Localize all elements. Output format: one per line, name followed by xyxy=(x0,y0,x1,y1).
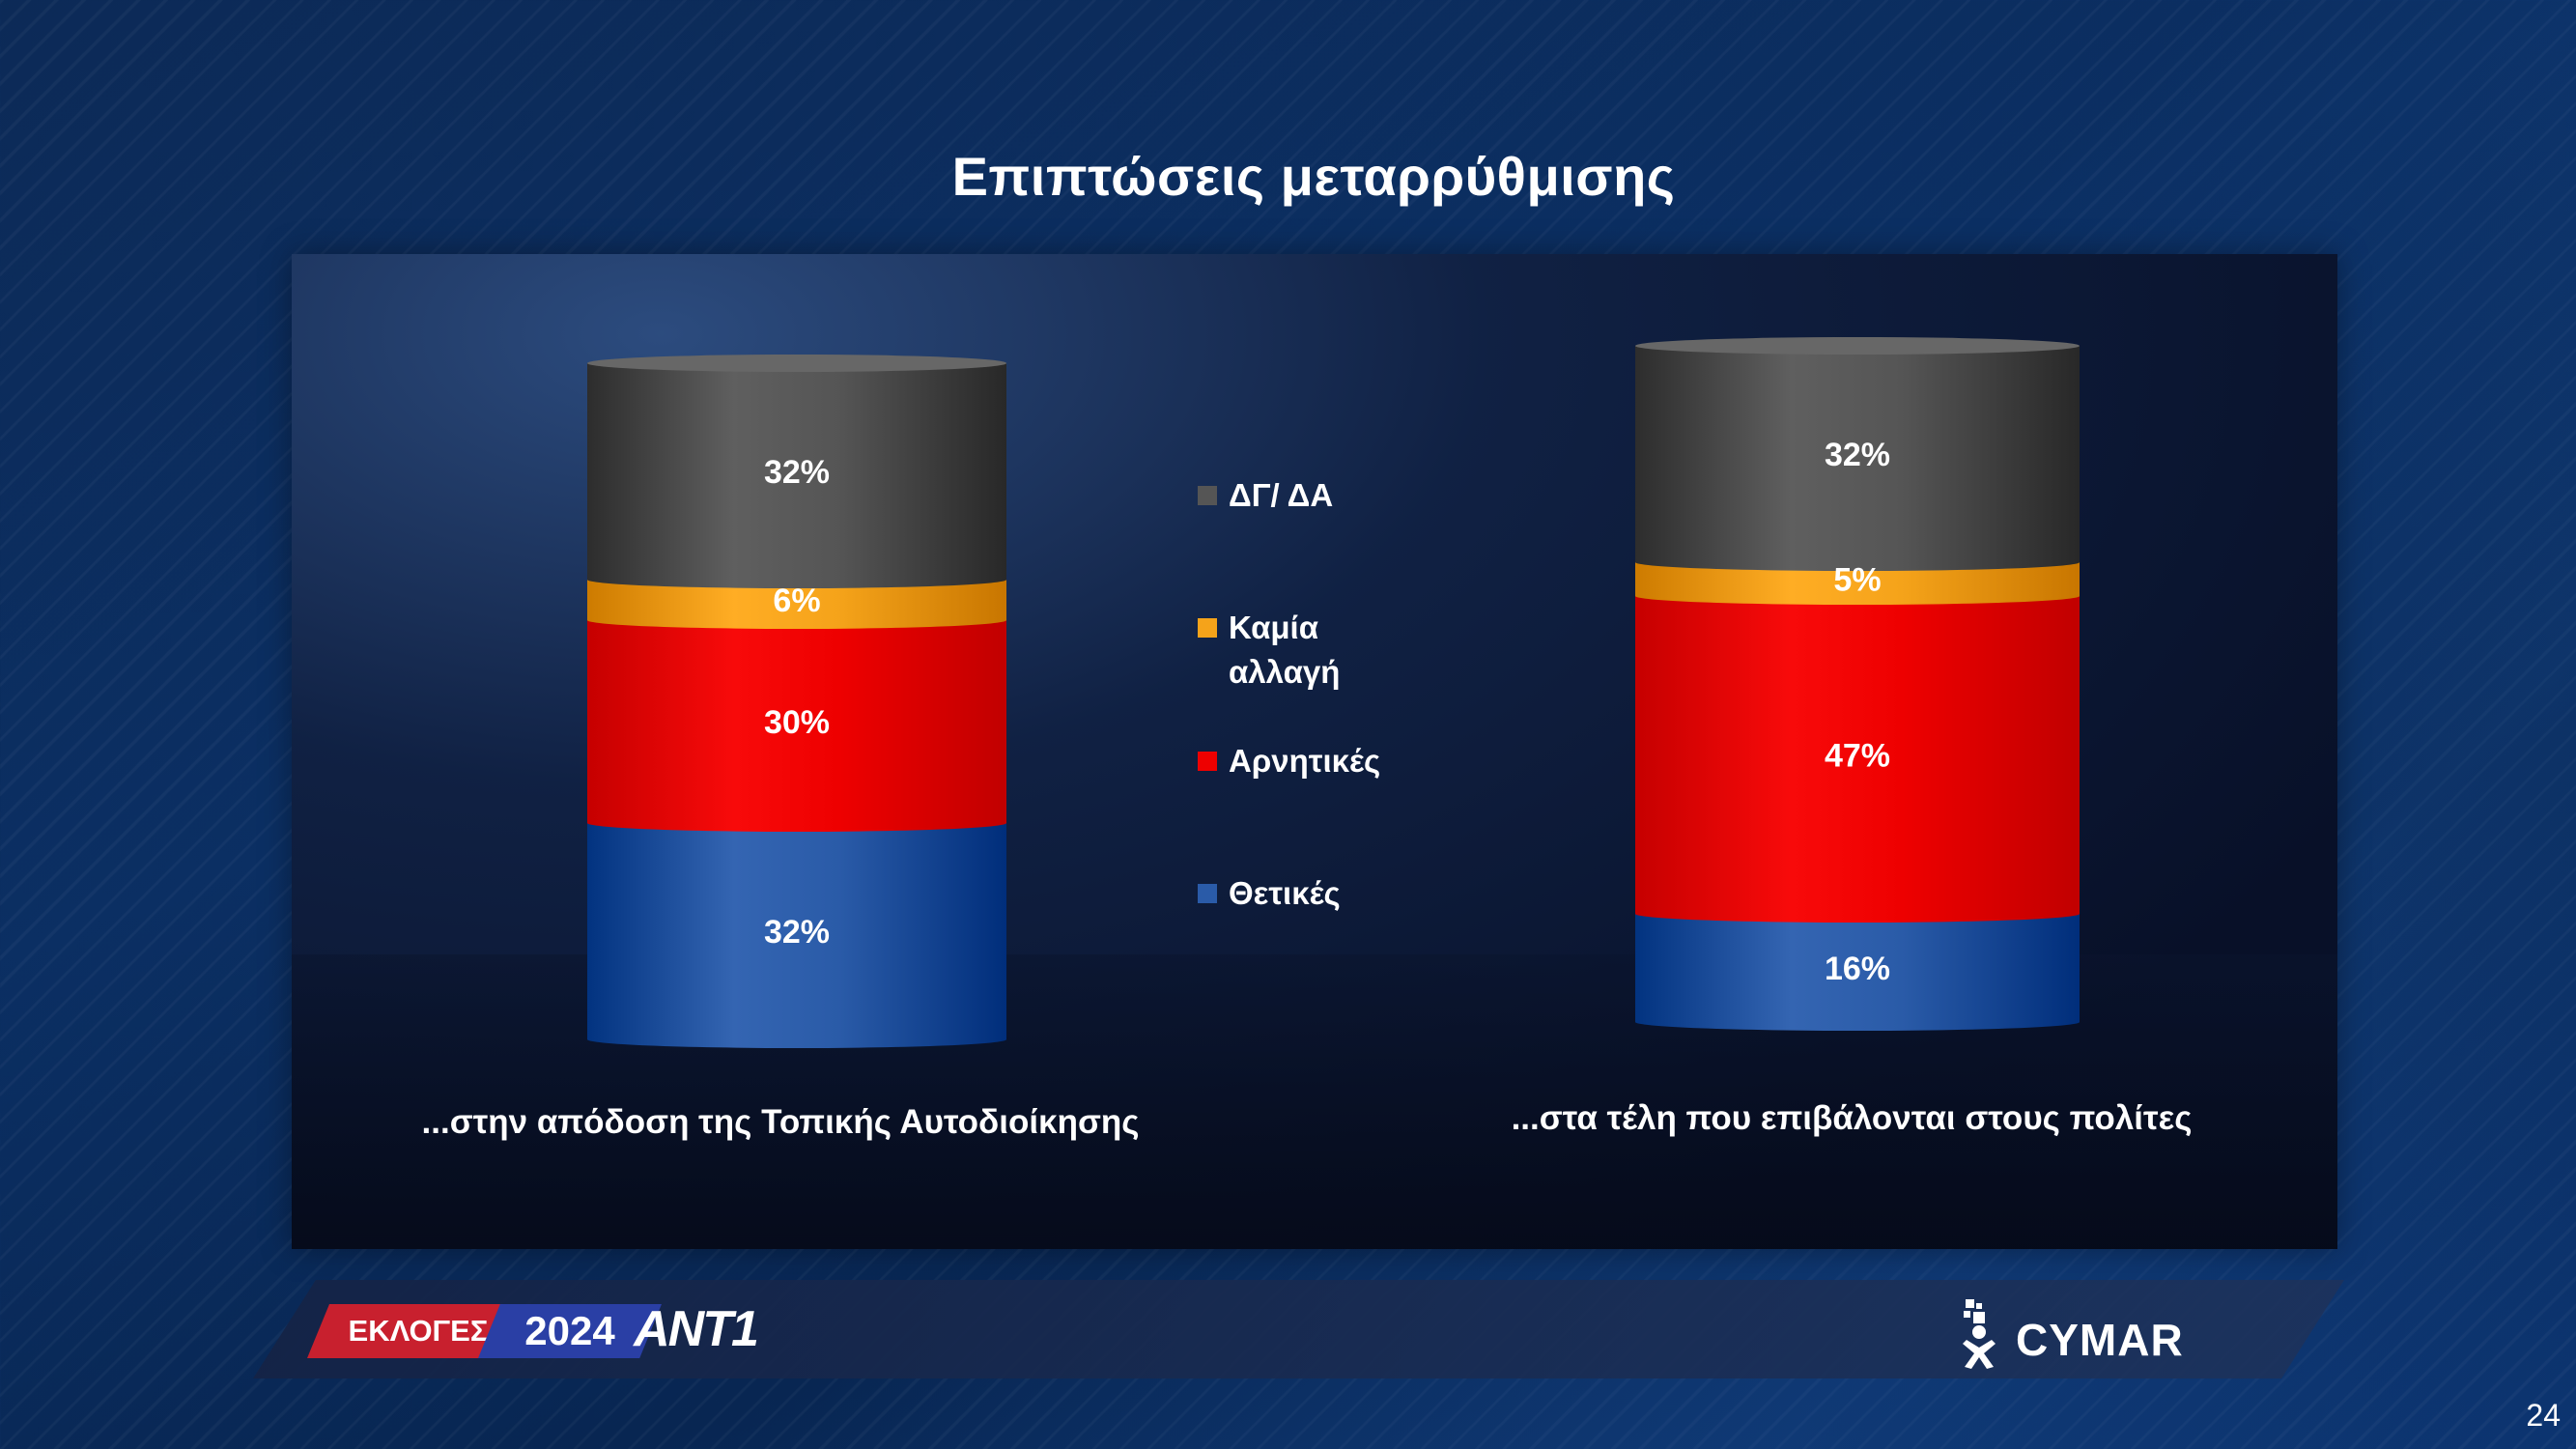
segment-dk-na-bar-1 xyxy=(587,363,1006,588)
value-label-negative-bar-1: 30% xyxy=(764,704,830,741)
category-label-fees: ...στα τέλη που επιβάλονται στους πολίτε… xyxy=(1511,1099,2193,1137)
cymar-person-icon xyxy=(1963,1298,1996,1369)
legend-swatch-positive xyxy=(1198,884,1217,903)
legend-item-negative: Αρνητικές xyxy=(1198,739,1422,783)
cylinder-2: 16% 47% 5% 32% xyxy=(1635,337,2080,1031)
value-label-positive-bar-2: 16% xyxy=(1825,951,1890,987)
cylinder-1: 32% 30% 6% 32% xyxy=(587,355,1006,1048)
cylinder-cap-1 xyxy=(587,355,1006,372)
segment-no-change-bar-1 xyxy=(587,580,1006,629)
legend-label-negative: Αρνητικές xyxy=(1229,743,1381,779)
page-number: 24 xyxy=(2526,1398,2561,1433)
year-badge: 2024 xyxy=(478,1304,662,1358)
channel-logo: ANT1 xyxy=(634,1301,759,1357)
segment-negative-bar-1 xyxy=(587,620,1006,832)
segment-dk-na-bar-2 xyxy=(1635,346,2080,571)
legend-swatch-no-change xyxy=(1198,618,1217,638)
value-label-no-change-bar-1: 6% xyxy=(773,582,820,619)
value-label-dk-na-bar-1: 32% xyxy=(764,454,830,491)
legend-label-positive: Θετικές xyxy=(1229,875,1341,911)
legend-swatch-negative xyxy=(1198,752,1217,771)
category-label-local-government: ...στην απόδοση της Τοπικής Αυτοδιοίκηση… xyxy=(421,1103,1140,1141)
segment-negative-bar-2 xyxy=(1635,596,2080,923)
legend-label-dk-na: ΔΓ/ ΔΑ xyxy=(1229,477,1334,513)
value-label-positive-bar-1: 32% xyxy=(764,914,830,951)
value-label-no-change-bar-2: 5% xyxy=(1833,562,1881,599)
value-label-dk-na-bar-2: 32% xyxy=(1825,437,1890,473)
legend-label-no-change: Καμία αλλαγή xyxy=(1229,610,1341,690)
segment-positive-bar-1 xyxy=(587,823,1006,1048)
cylinder-cap-2 xyxy=(1635,337,2080,355)
legend-swatch-dk-na xyxy=(1198,486,1217,505)
pollster-logo: CYMAR xyxy=(1961,1294,2193,1372)
value-label-negative-bar-2: 47% xyxy=(1825,738,1890,775)
pollster-name: CYMAR xyxy=(2016,1315,2184,1365)
page-title: Επιπτώσεις μεταρρύθμισης xyxy=(951,146,1676,207)
legend-item-positive: Θετικές xyxy=(1198,871,1422,916)
legend-item-dk-na: ΔΓ/ ΔΑ xyxy=(1198,473,1422,518)
segment-no-change-bar-2 xyxy=(1635,562,2080,605)
segment-positive-bar-2 xyxy=(1635,914,2080,1031)
legend-item-no-change: Καμία αλλαγή xyxy=(1198,606,1373,695)
